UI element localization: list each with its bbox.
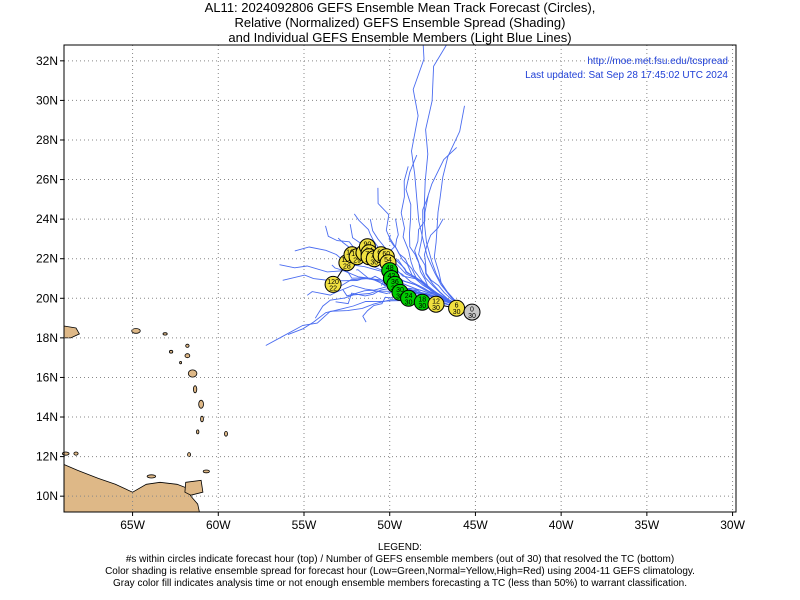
forecast-hour-label: 54: [384, 257, 392, 264]
ensemble-member-track: [388, 234, 473, 313]
south-america-land: [63, 463, 200, 513]
lat-tick-label: 14N: [36, 410, 58, 424]
spread-circle: [463, 303, 481, 321]
member-count-label: 30: [468, 313, 476, 320]
barbuda-island: [185, 343, 190, 348]
lon-tick-label: 30W: [720, 518, 745, 532]
member-count-label: 30: [453, 309, 461, 316]
virgin-islands-island: [131, 328, 141, 334]
lat-tick-label: 32N: [36, 54, 58, 68]
lat-tick-label: 28N: [36, 133, 58, 147]
mean-track-circle: 630: [448, 299, 466, 317]
member-count-label: 22: [329, 285, 337, 292]
st-kitts-island: [169, 349, 174, 354]
lat-tick-label: 18N: [36, 331, 58, 345]
lat-tick-label: 22N: [36, 252, 58, 266]
credit-updated: Last updated: Sat Sep 28 17:45:02 UTC 20…: [525, 70, 728, 81]
lon-tick-label: 35W: [635, 518, 660, 532]
mean-track: 1202211428108291022996299030843078307230…: [324, 238, 481, 321]
member-count-label: 30: [432, 305, 440, 312]
spread-circle: [427, 295, 445, 313]
member-count-label: 29: [353, 258, 361, 265]
tobago-island: [202, 469, 210, 474]
ensemble-member-track: [423, 218, 473, 313]
land-layer: [61, 325, 228, 513]
ensemble-member-track: [369, 219, 473, 313]
lon-tick-label: 55W: [292, 518, 317, 532]
member-count-label: 28: [343, 264, 351, 271]
anguilla-island: [162, 332, 168, 336]
spread-circle: [324, 275, 342, 293]
lon-tick-label: 60W: [206, 518, 231, 532]
lat-tick-label: 12N: [36, 450, 58, 464]
lat-tick-label: 26N: [36, 173, 58, 187]
forecast-hour-label: 24: [405, 293, 413, 300]
st-lucia-island: [200, 415, 204, 423]
lat-tick-label: 16N: [36, 370, 58, 384]
grid-layer: 65W 60W 55W 50W 45W 40W 35W 30W 10N 12N 14N 16N 18N 2…: [36, 45, 746, 532]
antigua-island: [184, 353, 191, 359]
forecast-hour-label: 30: [396, 287, 404, 294]
bonaire-island: [73, 451, 79, 456]
lon-tick-label: 50W: [377, 518, 402, 532]
dominica-island: [193, 385, 198, 394]
forecast-hour-label: 6: [455, 303, 459, 310]
trinidad-land: [184, 479, 204, 496]
lat-tick-label: 30N: [36, 93, 58, 107]
curacao-island: [61, 451, 70, 456]
barbados-island: [224, 430, 228, 437]
lat-tick-label: 20N: [36, 291, 58, 305]
lat-tick-label: 10N: [36, 489, 58, 503]
legend: LEGEND: #s within circles indicate forec…: [0, 542, 800, 590]
member-count-label: 30: [396, 293, 404, 300]
lon-tick-label: 40W: [549, 518, 574, 532]
ensemble-member-track: [433, 105, 473, 313]
chart-title: AL11: 2024092806 GEFS Ensemble Mean Trac…: [0, 0, 800, 45]
grenada-island: [187, 452, 192, 458]
martinique-island: [198, 399, 204, 409]
st-vincent-island: [196, 429, 200, 435]
forecast-hour-label: 0: [470, 307, 474, 314]
title-line-3: and Individual GEFS Ensemble Members (Li…: [228, 30, 572, 45]
mean-track-circle: 030: [463, 303, 481, 321]
forecast-hour-label: 42: [388, 273, 396, 280]
credit-url[interactable]: http://moe.met.fsu.edu/tcspread: [587, 56, 728, 67]
member-count-label: 30: [405, 299, 413, 306]
forecast-hour-label: 12: [432, 299, 440, 306]
ensemble-member-track: [423, 44, 473, 313]
title-line-1: AL11: 2024092806 GEFS Ensemble Mean Trac…: [204, 0, 596, 15]
forecast-hour-label: 120: [327, 279, 339, 286]
legend-line-1: #s within circles indicate forecast hour…: [125, 554, 675, 565]
forecast-hour-label: 48: [386, 265, 394, 272]
member-count-label: 30: [418, 303, 426, 310]
forecast-hour-label: 36: [391, 279, 399, 286]
legend-line-3: Gray color fill indicates analysis time …: [113, 578, 687, 589]
guadeloupe-island: [187, 369, 198, 378]
forecast-hour-label: 18: [418, 297, 426, 304]
legend-line-2: Color shading is relative ensemble sprea…: [105, 566, 695, 577]
montserrat-island: [179, 360, 183, 365]
lat-tick-label: 24N: [36, 212, 58, 226]
map-frame: [63, 44, 737, 513]
member-count-label: 30: [370, 260, 378, 267]
margarita-island: [146, 474, 157, 479]
lon-tick-label: 45W: [463, 518, 488, 532]
legend-heading: LEGEND:: [378, 542, 422, 553]
title-line-2: Relative (Normalized) GEFS Ensemble Spre…: [234, 15, 566, 30]
lon-tick-label: 65W: [120, 518, 145, 532]
